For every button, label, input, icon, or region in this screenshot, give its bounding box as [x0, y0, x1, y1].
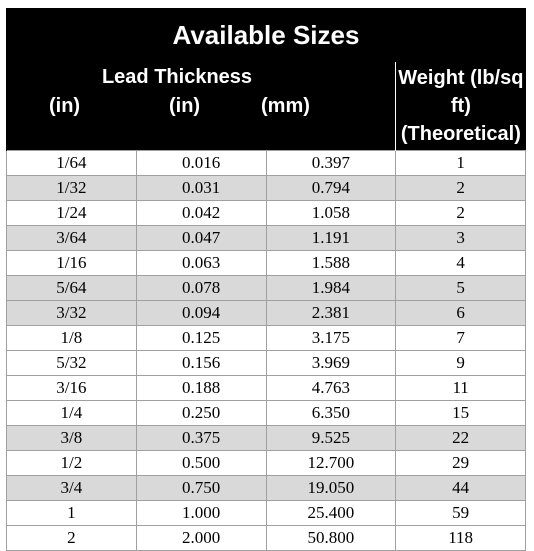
cell-fraction-in: 2 [6, 525, 137, 551]
col-header-mm: (mm) [261, 95, 310, 117]
cell-decimal-in: 0.031 [135, 175, 267, 201]
col-header-decimal-in: (in) [169, 95, 201, 117]
weight-header-line1: Weight (lb/sq ft) [398, 67, 524, 117]
table-row: 1/8 0.125 3.175 7 [6, 325, 526, 351]
sizes-table: Lead Thickness (in) (in) (mm) Weight (lb… [5, 62, 526, 551]
cell-fraction-in: 3/64 [6, 225, 137, 251]
cell-weight: 59 [395, 500, 526, 526]
cell-weight: 22 [395, 425, 526, 451]
cell-mm: 1.984 [265, 275, 397, 301]
cell-mm: 0.794 [265, 175, 397, 201]
cell-decimal-in: 0.063 [135, 250, 267, 276]
cell-weight: 5 [395, 275, 526, 301]
cell-decimal-in: 0.188 [135, 375, 267, 401]
cell-mm: 9.525 [265, 425, 397, 451]
cell-weight: 44 [395, 475, 526, 501]
cell-weight: 4 [395, 250, 526, 276]
cell-mm: 1.191 [265, 225, 397, 251]
cell-decimal-in: 0.750 [135, 475, 267, 501]
cell-mm: 0.397 [265, 150, 397, 176]
table-row: 3/32 0.094 2.381 6 [6, 300, 526, 326]
lead-thickness-header: Lead Thickness (in) (in) (mm) [5, 62, 396, 151]
table-row: 1/16 0.063 1.588 4 [6, 250, 526, 276]
cell-fraction-in: 5/32 [6, 350, 137, 376]
cell-weight: 118 [395, 525, 526, 551]
cell-decimal-in: 0.500 [135, 450, 267, 476]
cell-fraction-in: 3/4 [6, 475, 137, 501]
cell-weight: 11 [395, 375, 526, 401]
cell-weight: 15 [395, 400, 526, 426]
weight-header: Weight (lb/sq ft) (Theoretical) [395, 62, 526, 151]
cell-decimal-in: 0.125 [135, 325, 267, 351]
cell-decimal-in: 1.000 [135, 500, 267, 526]
table-row: 5/32 0.156 3.969 9 [6, 350, 526, 376]
cell-mm: 19.050 [265, 475, 397, 501]
cell-fraction-in: 1/16 [6, 250, 137, 276]
cell-mm: 12.700 [265, 450, 397, 476]
cell-mm: 1.058 [265, 200, 397, 226]
sizes-table-container: Available Sizes Lead Thickness (in) (in)… [5, 8, 526, 551]
table-row: 3/64 0.047 1.191 3 [6, 225, 526, 251]
table-row: 1/64 0.016 0.397 1 [6, 150, 526, 176]
cell-fraction-in: 5/64 [6, 275, 137, 301]
cell-weight: 3 [395, 225, 526, 251]
cell-fraction-in: 1/24 [6, 200, 137, 226]
cell-fraction-in: 1/8 [6, 325, 137, 351]
cell-weight: 9 [395, 350, 526, 376]
cell-mm: 6.350 [265, 400, 397, 426]
cell-weight: 2 [395, 200, 526, 226]
cell-decimal-in: 0.016 [135, 150, 267, 176]
cell-mm: 4.763 [265, 375, 397, 401]
table-row: 1/4 0.250 6.350 15 [6, 400, 526, 426]
cell-fraction-in: 1/2 [6, 450, 137, 476]
col-header-fraction-in: (in) [49, 95, 81, 117]
table-row: 1/24 0.042 1.058 2 [6, 200, 526, 226]
cell-fraction-in: 3/8 [6, 425, 137, 451]
cell-weight: 2 [395, 175, 526, 201]
lead-thickness-label: Lead Thickness [101, 66, 253, 88]
cell-fraction-in: 1/64 [6, 150, 137, 176]
cell-decimal-in: 2.000 [135, 525, 267, 551]
cell-fraction-in: 3/32 [6, 300, 137, 326]
cell-mm: 25.400 [265, 500, 397, 526]
table-row: 1/2 0.500 12.700 29 [6, 450, 526, 476]
table-row: 1 1.000 25.400 59 [6, 500, 526, 526]
cell-weight: 7 [395, 325, 526, 351]
cell-decimal-in: 0.078 [135, 275, 267, 301]
table-title: Available Sizes [6, 8, 526, 62]
cell-mm: 1.588 [265, 250, 397, 276]
cell-weight: 1 [395, 150, 526, 176]
table-row: 5/64 0.078 1.984 5 [6, 275, 526, 301]
cell-mm: 3.175 [265, 325, 397, 351]
table-row: 1/32 0.031 0.794 2 [6, 175, 526, 201]
cell-decimal-in: 0.094 [135, 300, 267, 326]
cell-weight: 6 [395, 300, 526, 326]
cell-weight: 29 [395, 450, 526, 476]
cell-mm: 2.381 [265, 300, 397, 326]
cell-decimal-in: 0.375 [135, 425, 267, 451]
cell-fraction-in: 1/32 [6, 175, 137, 201]
table-row: 3/4 0.750 19.050 44 [6, 475, 526, 501]
cell-fraction-in: 1/4 [6, 400, 137, 426]
cell-decimal-in: 0.042 [135, 200, 267, 226]
cell-decimal-in: 0.156 [135, 350, 267, 376]
cell-fraction-in: 1 [6, 500, 137, 526]
table-row: 3/8 0.375 9.525 22 [6, 425, 526, 451]
table-body: 1/64 0.016 0.397 1 1/32 0.031 0.794 2 1/24 0.042 1… [6, 150, 526, 551]
table-row: 3/16 0.188 4.763 11 [6, 375, 526, 401]
cell-fraction-in: 3/16 [6, 375, 137, 401]
table-row: 2 2.000 50.800 118 [6, 525, 526, 551]
weight-header-line2: (Theoretical) [400, 123, 521, 145]
cell-mm: 3.969 [265, 350, 397, 376]
cell-decimal-in: 0.250 [135, 400, 267, 426]
cell-mm: 50.800 [265, 525, 397, 551]
header-row: Lead Thickness (in) (in) (mm) Weight (lb… [5, 62, 526, 151]
cell-decimal-in: 0.047 [135, 225, 267, 251]
